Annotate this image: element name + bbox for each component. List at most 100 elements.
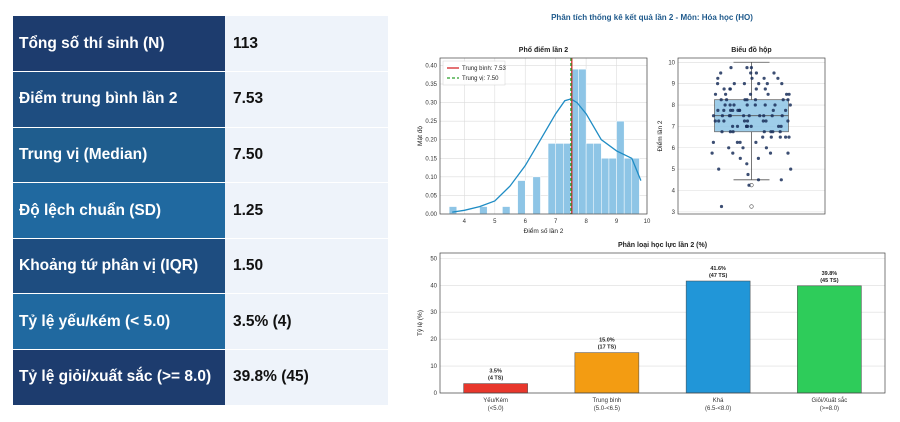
cls-value-label: 15.0% xyxy=(599,338,615,344)
box-point xyxy=(728,87,732,91)
legend-label: Trung bình: 7.53 xyxy=(462,66,506,72)
box-point xyxy=(745,103,749,107)
hist-ytick: 0.10 xyxy=(425,175,437,181)
box-point xyxy=(753,103,757,107)
hist-xtick: 6 xyxy=(524,219,528,225)
hist-ytick: 0.20 xyxy=(425,138,437,144)
box-ytick: 4 xyxy=(672,188,676,194)
box-point xyxy=(738,140,742,144)
box-point xyxy=(764,146,768,150)
hist-xlabel: Điểm số lần 2 xyxy=(524,226,564,235)
stats-value: 3.5% (4) xyxy=(225,293,388,351)
box-point xyxy=(780,114,784,118)
cls-bar xyxy=(463,383,528,394)
hist-bar xyxy=(608,158,617,215)
box-point xyxy=(719,204,724,209)
hist-bar xyxy=(601,158,610,215)
box-point xyxy=(758,114,762,118)
box-point xyxy=(716,108,720,112)
cls-xtick: Yếu/Kém xyxy=(483,398,508,404)
box-point xyxy=(754,87,758,91)
box-point xyxy=(788,103,792,107)
box-point xyxy=(717,167,721,171)
hist-xtick: 10 xyxy=(644,219,651,225)
box-point xyxy=(749,124,753,128)
cls-value-label: 3.5% xyxy=(489,369,502,375)
box-point xyxy=(727,114,731,118)
cls-xtick-range: (6.5-<8.0) xyxy=(705,406,731,412)
stats-value: 1.25 xyxy=(225,182,388,239)
box-point xyxy=(747,114,751,118)
hist-legend xyxy=(442,60,506,86)
cls-bar xyxy=(685,280,751,394)
box-point xyxy=(762,130,766,134)
box-point xyxy=(743,98,747,102)
stats-label: Độ lệch chuẩn (SD) xyxy=(13,182,225,239)
cls-ytick: 10 xyxy=(430,364,437,370)
cls-xtick: Giỏi/Xuất sắc xyxy=(812,397,848,404)
legend-label: Trung vị: 7.50 xyxy=(462,76,499,82)
cls-ytick: 40 xyxy=(430,283,437,289)
box-ytick: 9 xyxy=(672,82,676,88)
hist-bar xyxy=(532,176,541,215)
box-point xyxy=(745,119,750,123)
box-point xyxy=(711,114,716,118)
box-point xyxy=(742,82,746,86)
box-point xyxy=(779,124,783,128)
hist-title: Phổ điểm lần 2 xyxy=(519,45,569,54)
hist-xtick: 5 xyxy=(493,219,497,225)
hist-bar xyxy=(547,143,556,215)
hist-ytick: 0.05 xyxy=(425,193,437,199)
hist-xtick: 4 xyxy=(463,219,467,225)
box-title: Biểu đồ hộp xyxy=(731,45,771,54)
box-point xyxy=(745,124,749,128)
box-point xyxy=(761,135,765,139)
cls-count-label: (47 TS) xyxy=(709,273,728,279)
box-point xyxy=(732,103,736,107)
box-point xyxy=(713,92,718,96)
box-point xyxy=(780,82,784,86)
box-point xyxy=(786,119,790,123)
hist-bar xyxy=(623,158,633,215)
box-point xyxy=(757,82,761,86)
hist-bar xyxy=(593,143,602,215)
cls-value-label: 41.6% xyxy=(710,266,726,272)
stats-row: Điểm trung bình lần 2 7.53 xyxy=(13,71,388,128)
box-point xyxy=(779,178,783,182)
box-point xyxy=(762,114,766,118)
box-point xyxy=(776,76,780,80)
cls-count-label: (4 TS) xyxy=(488,376,503,382)
box-point xyxy=(756,156,760,160)
box-point xyxy=(748,92,753,96)
box-point xyxy=(719,98,723,102)
hist-bar xyxy=(585,143,594,215)
stats-value: 7.53 xyxy=(225,71,388,128)
box-point xyxy=(728,103,732,107)
box-point xyxy=(731,130,735,134)
box-point xyxy=(720,114,724,118)
box-point xyxy=(787,92,791,96)
box-point xyxy=(754,71,758,75)
cls-bar xyxy=(797,285,862,394)
hist-xtick: 9 xyxy=(615,219,619,225)
box-point xyxy=(745,162,749,166)
box-point xyxy=(745,66,749,70)
hist-xtick: 8 xyxy=(584,219,588,225)
box-point xyxy=(716,76,720,80)
box-point xyxy=(720,130,724,134)
hist-bar xyxy=(517,180,526,215)
box-point xyxy=(735,124,740,128)
stats-value: 7.50 xyxy=(225,127,388,184)
main-title: Phân tích thống kê kết quả lần 2 - Môn: … xyxy=(551,13,753,22)
cls-count-label: (17 TS) xyxy=(598,345,617,351)
box-point xyxy=(722,108,726,112)
box-point xyxy=(781,98,785,102)
cls-ylabel: Tỷ lệ (%) xyxy=(417,310,424,336)
box-point xyxy=(729,66,733,70)
cls-bar xyxy=(574,352,640,394)
plot-frame xyxy=(439,252,886,394)
box-point xyxy=(771,130,775,134)
box-point xyxy=(763,87,767,91)
box-point xyxy=(785,92,789,96)
hist-ytick: 0.40 xyxy=(425,63,437,69)
